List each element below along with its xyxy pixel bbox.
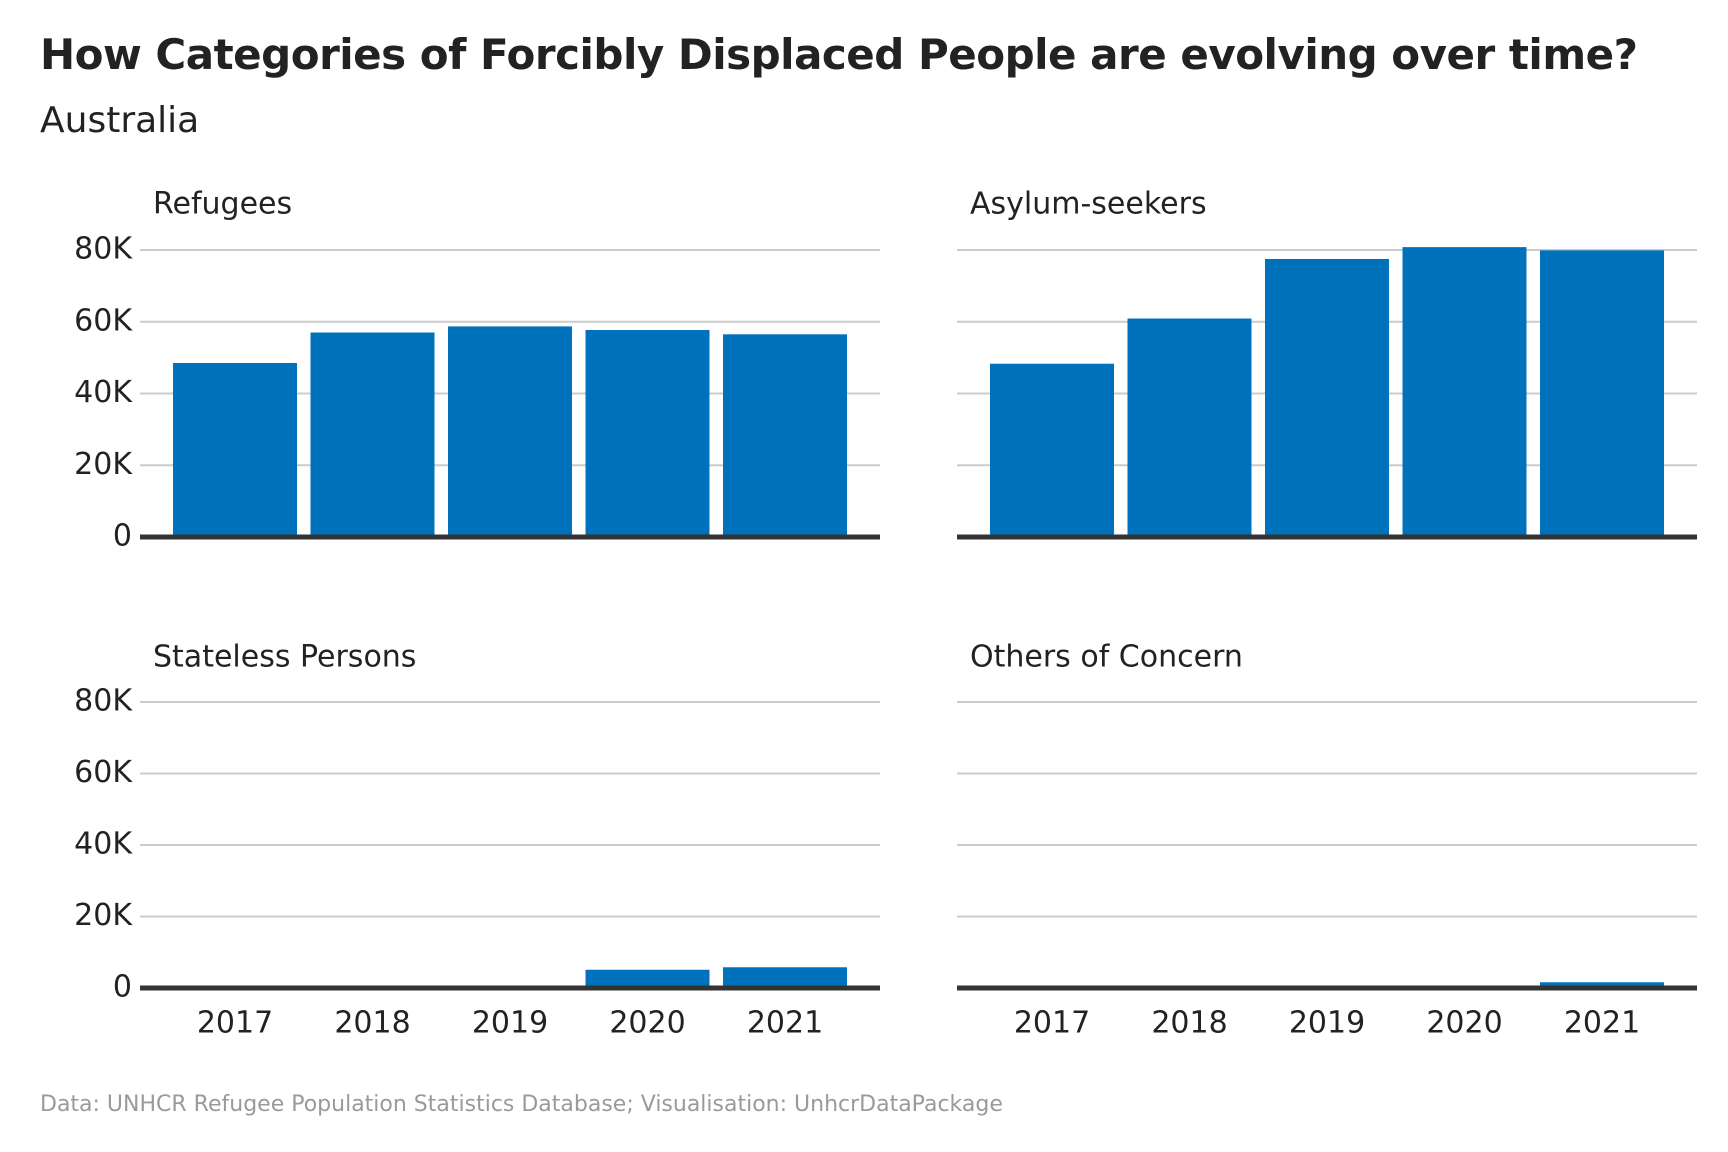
bar-2020 [585, 330, 710, 537]
bar-2020 [585, 969, 710, 988]
bar-2021 [1540, 982, 1664, 988]
x-tick-label: 2021 [1564, 1006, 1640, 1041]
bar-2021 [1540, 250, 1664, 537]
x-tick-label: 2020 [609, 1006, 685, 1041]
x-tick-label: 2017 [1014, 1006, 1090, 1041]
bar-2021 [723, 967, 847, 988]
bar-2018 [1127, 318, 1252, 537]
panel-title: Refugees [153, 187, 292, 222]
y-tick-label: 60K [74, 303, 133, 338]
x-tick-label: 2021 [747, 1006, 823, 1041]
y-tick-label: 80K [74, 684, 133, 719]
y-tick-label: 40K [74, 375, 133, 410]
y-tick-label: 20K [74, 447, 133, 482]
chart-title: How Categories of Forcibly Displaced Peo… [40, 30, 1638, 79]
bar-2021 [723, 334, 847, 537]
chart-subtitle: Australia [40, 100, 200, 141]
bar-2019 [1265, 258, 1389, 537]
bar-2017 [990, 363, 1114, 537]
bar-2020 [1402, 247, 1527, 537]
bar-2018 [310, 332, 435, 537]
y-tick-label: 0 [113, 970, 132, 1005]
x-tick-label: 2019 [472, 1006, 548, 1041]
bar-2019 [448, 326, 572, 537]
x-tick-label: 2019 [1289, 1006, 1365, 1041]
bar-2017 [173, 363, 297, 537]
y-tick-label: 0 [113, 519, 132, 554]
y-tick-label: 60K [74, 755, 133, 790]
x-tick-label: 2018 [334, 1006, 410, 1041]
panel-title: Others of Concern [970, 640, 1243, 675]
x-tick-label: 2017 [197, 1006, 273, 1041]
x-tick-label: 2020 [1426, 1006, 1502, 1041]
panel-title: Stateless Persons [153, 640, 416, 675]
x-tick-label: 2018 [1151, 1006, 1227, 1041]
y-tick-label: 80K [74, 232, 133, 267]
source-caption: Data: UNHCR Refugee Population Statistic… [40, 1092, 1003, 1117]
y-tick-label: 20K [74, 898, 133, 933]
panel-title: Asylum-seekers [970, 187, 1207, 222]
y-tick-label: 40K [74, 827, 133, 862]
